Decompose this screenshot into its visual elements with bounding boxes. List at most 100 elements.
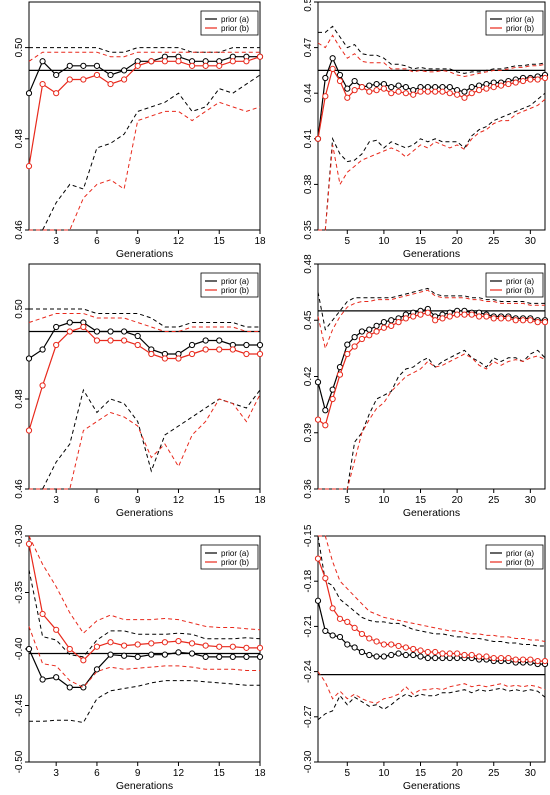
legend-label: prior (b) [221, 24, 249, 33]
upper-bound-line [317, 34, 546, 78]
data-point [107, 328, 114, 335]
data-point [66, 328, 73, 335]
upper-bound-line [29, 47, 260, 53]
y-tick: 0.38 [303, 174, 318, 194]
legend: prior (a)prior (b) [485, 272, 544, 298]
mean-line [28, 56, 261, 167]
data-point [336, 615, 344, 622]
data-point [424, 654, 431, 662]
x-tick-label: 30 [525, 768, 537, 779]
x-tick-label: 25 [488, 236, 500, 247]
series-prior-a [314, 287, 549, 490]
chart-panel-bottom-left: 3 6 9 12 15 18 -0.50 -0.45 -0.40 -0.35 -0.30 Genera… [14, 524, 266, 792]
data-point [395, 319, 402, 326]
data-point [380, 641, 388, 648]
x-tick: 15 [214, 230, 225, 247]
mean-line [28, 321, 260, 360]
data-point [175, 637, 182, 645]
x-tick-label: 9 [135, 495, 141, 506]
data-point [366, 635, 373, 642]
x-tick-label: 5 [345, 495, 351, 506]
data-point [53, 71, 60, 79]
data-point [329, 395, 336, 403]
data-point [483, 313, 490, 320]
data-point [107, 71, 114, 79]
y-tick: 0.35 [303, 220, 318, 240]
data-point [53, 626, 60, 633]
x-tick: 20 [452, 762, 463, 779]
data-point [329, 632, 336, 639]
y-tick-label: -0.30 [303, 750, 314, 773]
data-point [93, 328, 101, 335]
data-point [256, 350, 264, 358]
data-point [243, 341, 250, 349]
data-point [358, 630, 366, 638]
data-point [25, 355, 33, 362]
y-tick: -0.35 [14, 581, 29, 604]
data-point [417, 647, 424, 654]
upper-bound-line [318, 535, 546, 642]
y-tick: 0.46 [14, 220, 29, 240]
upper-bound-line [318, 25, 546, 74]
data-point [202, 346, 209, 353]
data-point [351, 644, 358, 651]
y-tick: 0.50 [14, 299, 29, 319]
data-point [468, 84, 475, 91]
x-tick-label: 3 [53, 236, 59, 247]
data-point [373, 653, 380, 660]
legend-label: prior (b) [221, 286, 249, 295]
data-point [410, 645, 417, 653]
x-axis-label: Generations [403, 780, 460, 792]
y-tick: 0.48 [303, 254, 318, 274]
x-tick: 25 [488, 762, 500, 779]
x-tick-label: 5 [345, 236, 351, 247]
data-point [202, 653, 209, 661]
x-tick: 5 [345, 762, 351, 779]
legend-label: prior (a) [506, 15, 534, 24]
data-point [53, 90, 60, 97]
data-point [512, 317, 519, 324]
lower-bound-line [318, 353, 546, 490]
lower-bound-line [318, 98, 546, 231]
data-point [388, 322, 395, 329]
data-point [461, 94, 468, 101]
data-point [107, 639, 114, 646]
data-point [497, 315, 505, 322]
x-tick-label: 18 [254, 236, 266, 247]
data-point [402, 651, 409, 659]
lower-bound-line [317, 687, 546, 721]
data-point [373, 80, 380, 88]
data-point [446, 650, 453, 657]
data-point [216, 62, 223, 69]
legend-label: prior (b) [221, 558, 249, 567]
legend: prior (a)prior (b) [485, 544, 544, 570]
lower-bound-line [28, 626, 260, 689]
x-tick: 10 [378, 489, 390, 506]
x-axis-label: Generations [403, 507, 460, 519]
data-point [25, 645, 33, 653]
data-point [39, 346, 46, 353]
y-tick: 0.39 [303, 423, 318, 442]
data-point [388, 84, 395, 91]
data-point [380, 85, 388, 92]
data-point [216, 337, 223, 344]
x-tick-label: 10 [378, 236, 390, 247]
data-point [490, 84, 497, 91]
data-point [121, 337, 128, 344]
data-point [380, 653, 388, 660]
x-tick-label: 5 [345, 768, 351, 779]
y-tick-label: 0.41 [303, 129, 314, 149]
y-tick-label: -0.27 [303, 705, 314, 728]
data-point [329, 55, 336, 62]
lower-bound-line [29, 394, 261, 490]
x-tick: 6 [94, 489, 100, 506]
data-point [216, 643, 223, 650]
data-point [446, 84, 453, 91]
data-point [439, 315, 446, 322]
data-point [541, 319, 549, 326]
y-tick-label: -0.45 [14, 694, 25, 717]
y-tick-label: 0.46 [14, 479, 25, 499]
data-point [80, 76, 87, 83]
data-point [93, 62, 101, 69]
data-point [388, 651, 395, 659]
